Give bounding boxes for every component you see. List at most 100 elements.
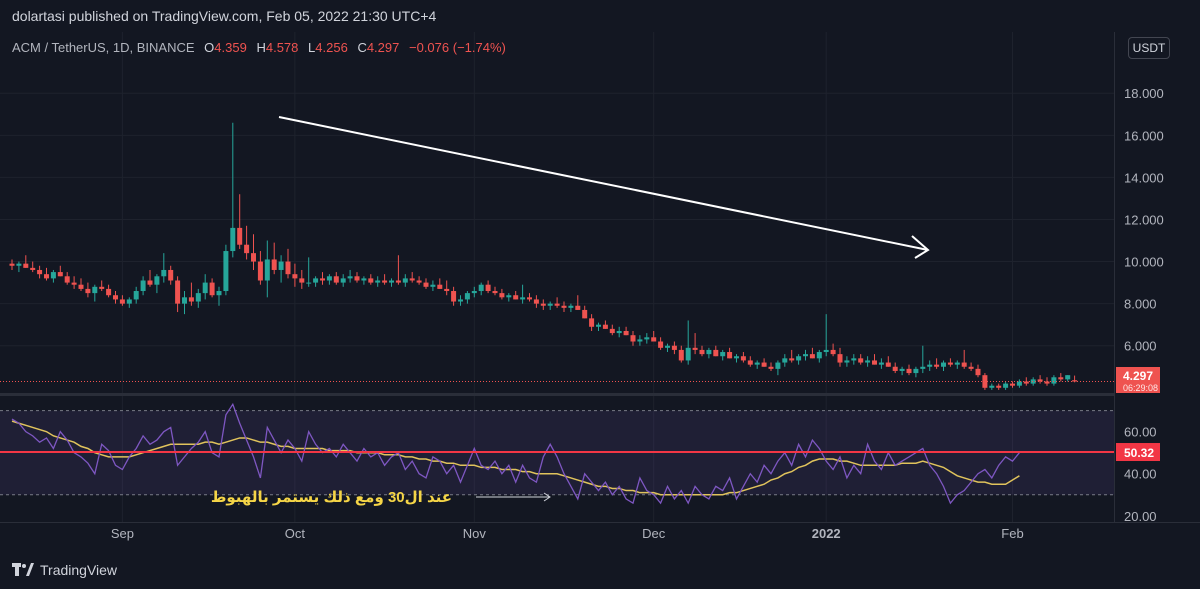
candle-body xyxy=(1044,381,1050,384)
candle-body xyxy=(658,341,664,348)
candle-body xyxy=(188,297,194,302)
candle-body xyxy=(941,362,946,367)
candle-body xyxy=(1037,379,1043,382)
candle-body xyxy=(968,366,974,369)
candle-body xyxy=(223,251,229,292)
rsi-axis[interactable]: 60.00 40.00 20.00 xyxy=(1124,425,1157,524)
candle-body xyxy=(609,328,615,334)
symbol-legend[interactable]: ACM / TetherUS, 1D, BINANCE O4.359 H4.57… xyxy=(12,40,506,55)
candle-body xyxy=(913,368,919,374)
candle-body xyxy=(9,263,15,266)
candle-body xyxy=(444,288,450,292)
candle-body xyxy=(244,244,250,254)
candle-body xyxy=(665,345,670,348)
price-badge: 4.297 06:29:08 xyxy=(1116,367,1160,393)
candle-body xyxy=(57,272,63,277)
rsi-tick-label: 20.00 xyxy=(1124,509,1157,524)
candle-body xyxy=(347,276,353,279)
candle-body xyxy=(899,368,905,371)
candle-body xyxy=(575,305,581,310)
time-tick-label: Dec xyxy=(642,526,666,541)
open-label: O xyxy=(204,40,215,55)
price-tick-label: 10.000 xyxy=(1124,255,1164,270)
candle-body xyxy=(382,280,388,283)
time-axis[interactable]: Sep Oct Nov Dec 2022 Feb xyxy=(111,526,1024,541)
candle-body xyxy=(651,337,657,342)
candle-body xyxy=(313,278,319,283)
price-badge-countdown: 06:29:08 xyxy=(1123,383,1158,393)
candle-body xyxy=(954,362,960,365)
candle-body xyxy=(99,286,105,289)
high-label: H xyxy=(256,40,266,55)
candle-body xyxy=(389,280,394,283)
price-tick-label: 14.000 xyxy=(1124,170,1164,185)
candle-body xyxy=(64,276,70,283)
tradingview-logo-icon xyxy=(12,563,34,576)
candle-body xyxy=(361,278,367,281)
candle-body xyxy=(402,278,408,283)
rsi-badge: 50.32 xyxy=(1116,443,1160,462)
candle-body xyxy=(892,366,898,371)
candle-body xyxy=(1058,377,1064,380)
candle-body xyxy=(506,295,512,298)
candle-body xyxy=(713,349,719,357)
candle-body xyxy=(133,291,139,300)
candle-body xyxy=(685,347,691,361)
candle-body xyxy=(251,253,256,262)
rsi-tick-label: 40.00 xyxy=(1124,467,1157,482)
candle-body xyxy=(126,299,132,304)
candle-body xyxy=(602,324,608,329)
candle-body xyxy=(768,366,774,369)
candle-body xyxy=(996,385,1002,388)
currency-button[interactable]: USDT xyxy=(1128,37,1170,59)
candle-body xyxy=(533,299,539,304)
annotation-arrow[interactable] xyxy=(476,492,551,502)
candle-body xyxy=(644,337,650,340)
candle-body xyxy=(699,349,705,355)
candle-body xyxy=(678,349,684,361)
candle-body xyxy=(264,259,270,281)
candle-body xyxy=(740,356,746,361)
candle-body xyxy=(734,356,739,359)
candle-body xyxy=(1051,377,1057,384)
candle-body xyxy=(809,354,815,359)
open-value: 4.359 xyxy=(214,40,247,55)
time-tick-label: Feb xyxy=(1001,526,1023,541)
price-tick-label: 12.000 xyxy=(1124,212,1164,227)
price-badge-value: 4.297 xyxy=(1123,369,1153,383)
candle-body xyxy=(1003,383,1009,388)
candle-body xyxy=(168,269,174,281)
candle-body xyxy=(823,349,829,353)
candle-body xyxy=(437,284,443,289)
candle-body xyxy=(547,303,553,306)
candle-body xyxy=(775,362,781,369)
candle-body xyxy=(692,347,698,350)
candle-body xyxy=(423,282,429,287)
chart-svg[interactable]: عند ال30 ومع ذلك يستمر بالهبوط 18.000 16.… xyxy=(0,32,1200,552)
candle-body xyxy=(320,278,325,281)
candle-body xyxy=(947,362,953,365)
candle-body xyxy=(872,360,877,365)
candle-body xyxy=(858,358,864,363)
candle-body xyxy=(844,360,850,363)
rsi-ma-line xyxy=(11,420,1020,496)
candle-body xyxy=(230,227,236,252)
top-bar: dolartasi published on TradingView.com, … xyxy=(0,0,1200,33)
candle-body xyxy=(906,368,912,374)
price-axis[interactable]: 18.000 16.000 14.000 12.000 10.000 8.000 6.000 xyxy=(1124,86,1164,353)
candle-body xyxy=(368,278,374,283)
candle-body xyxy=(278,261,284,270)
candle-body xyxy=(478,284,484,292)
candle-body xyxy=(175,280,181,304)
close-value: 4.297 xyxy=(366,40,400,55)
annotation-text: عند ال30 ومع ذلك يستمر بالهبوط xyxy=(211,489,452,506)
candle-body xyxy=(85,288,91,294)
candle-body xyxy=(458,299,463,302)
candle-body xyxy=(395,280,401,283)
rsi-badge-value: 50.32 xyxy=(1124,446,1154,460)
trend-arrow[interactable] xyxy=(278,116,930,259)
time-tick-label: 2022 xyxy=(812,526,841,541)
tradingview-logo[interactable]: TradingView xyxy=(12,562,117,578)
candle-body xyxy=(37,269,43,275)
candle-body xyxy=(513,295,519,300)
